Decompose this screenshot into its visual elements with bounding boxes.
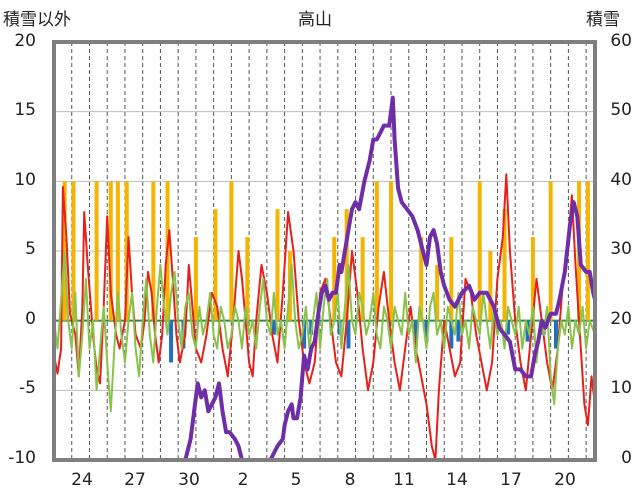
right-axis-title: 積雪 — [586, 10, 620, 30]
temp_max-bar — [477, 181, 482, 321]
temp_max-bar — [332, 237, 337, 321]
temp_max-bar — [344, 209, 349, 321]
x-tick-label: 20 — [554, 470, 576, 490]
right-tick-label: 0 — [621, 448, 632, 468]
gridlines — [54, 42, 595, 460]
precip-bar — [456, 320, 461, 342]
right-tick-label: 40 — [610, 170, 632, 190]
precip-bar — [449, 320, 454, 349]
temp-line — [53, 173, 596, 461]
temp_max-bar — [449, 237, 454, 321]
temp_max-bar — [360, 237, 365, 321]
temp_max-bar — [389, 181, 394, 321]
temp_max-bar — [548, 181, 553, 321]
precip-bar — [413, 320, 418, 342]
temp_max-bar — [585, 181, 590, 321]
x-tick-label: 2 — [237, 470, 249, 490]
x-tick-label: 8 — [344, 470, 356, 490]
temp_max-bar — [488, 251, 493, 321]
temp_max-bar — [229, 181, 234, 321]
x-tick-label: 30 — [178, 470, 200, 490]
precip-bar — [302, 320, 307, 349]
left-tick-label: -10 — [8, 448, 36, 468]
precip-bar — [271, 320, 276, 335]
snow_depth-line — [54, 95, 597, 462]
right-tick-label: 20 — [610, 309, 632, 329]
temp_max-bar — [419, 237, 424, 321]
temp_max-bar — [435, 264, 440, 321]
left-tick-label: 15 — [14, 100, 36, 120]
temp_max-bar — [213, 209, 218, 321]
left-axis-title: 積雪以外 — [3, 10, 71, 30]
temp_max-bar — [193, 237, 198, 321]
precip-bar — [506, 320, 511, 335]
temp_max-bar — [124, 181, 129, 321]
chart-title: 高山 — [298, 10, 332, 30]
wind-line — [53, 250, 596, 413]
temp_max-bar — [374, 181, 379, 321]
x-tick-label: 14 — [446, 470, 468, 490]
x-tick-label: 17 — [500, 470, 522, 490]
precip-bar — [346, 320, 351, 349]
precip-bar — [424, 320, 429, 342]
temp_max-bar — [71, 181, 76, 321]
x-tick-label: 11 — [393, 470, 415, 490]
temp_max-bar — [108, 181, 113, 321]
right-tick-label: 60 — [610, 31, 632, 51]
x-tick-label: 27 — [124, 470, 146, 490]
right-tick-label: 30 — [610, 239, 632, 259]
right-tick-label: 50 — [610, 100, 632, 120]
x-tick-label: 24 — [71, 470, 93, 490]
x-tick-label: 5 — [290, 470, 302, 490]
left-tick-label: 20 — [14, 31, 36, 51]
left-tick-label: 5 — [25, 239, 36, 259]
temp_max-bar — [94, 181, 99, 321]
temp_max-bar — [151, 181, 156, 321]
right-tick-label: 10 — [610, 378, 632, 398]
temp_max-bar — [502, 209, 507, 321]
left-tick-label: -5 — [19, 378, 36, 398]
precip-bar — [553, 320, 558, 349]
temp_max-bar — [530, 237, 535, 321]
temp_max-bar — [245, 237, 250, 321]
precip-bar — [169, 320, 174, 363]
temp_max-bar — [115, 181, 120, 321]
temp_max-bar — [275, 209, 280, 321]
line-series — [53, 95, 597, 462]
left-tick-label: 10 — [14, 170, 36, 190]
left-tick-label: 0 — [25, 309, 36, 329]
plot-frame — [52, 40, 597, 462]
